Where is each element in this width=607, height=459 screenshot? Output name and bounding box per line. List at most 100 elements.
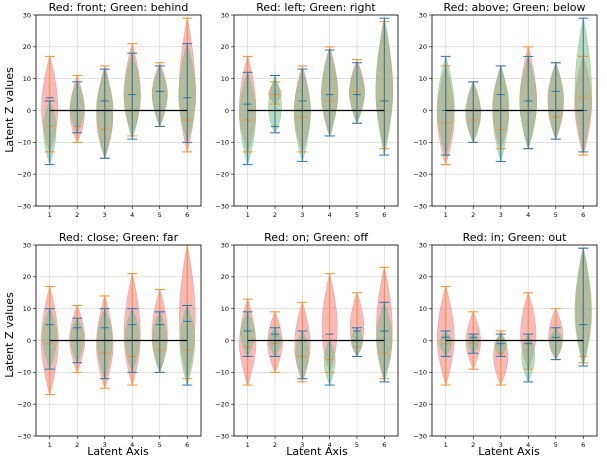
y-tick-label: −10 [215,139,229,147]
y-tick-label: −30 [215,202,229,210]
y-tick-label: 20 [221,43,229,51]
y-tick-label: 0 [423,337,427,345]
x-axis-label-1: Latent Axis [87,445,149,458]
y-tick-label: 30 [23,241,31,249]
y-axis-label-bottom: Latent Z values [3,292,16,378]
x-tick-label: 6 [185,211,189,219]
x-tick-label: 2 [75,211,79,219]
x-tick-label: 1 [444,441,448,449]
y-tick-label: −20 [17,400,31,408]
y-tick-label: 30 [221,11,229,19]
y-tick-label: 30 [221,241,229,249]
y-tick-label: −30 [413,432,427,440]
y-tick-label: −10 [17,139,31,147]
x-tick-label: 1 [48,211,52,219]
y-tick-label: 10 [419,305,427,313]
x-tick-label: 3 [499,441,503,449]
x-tick-label: 5 [554,211,558,219]
y-tick-label: 0 [225,337,229,345]
y-tick-label: 0 [423,107,427,115]
x-tick-label: 5 [554,441,558,449]
x-axis-label-2: Latent Axis [286,445,348,458]
y-tick-label: −10 [17,369,31,377]
y-tick-label: −30 [17,202,31,210]
x-tick-label: 4 [328,441,332,449]
panel-title: Red: front; Green: behind [49,1,189,14]
y-tick-label: 0 [27,107,31,115]
x-tick-label: 3 [103,441,107,449]
x-tick-label: 2 [471,441,475,449]
axes-frame [233,14,399,207]
x-tick-label: 4 [526,441,530,449]
y-tick-label: 0 [225,107,229,115]
x-tick-label: 4 [130,441,134,449]
y-tick-label: 20 [23,43,31,51]
panel-title: Red: above; Green: below [443,1,585,14]
x-tick-label: 5 [158,441,162,449]
y-tick-label: 20 [419,273,427,281]
y-tick-label: −20 [17,170,31,178]
chart-panel-5: −30 −20 −10 0 10 20 30 1 2 3 4 5 6 Red: on; Green: of… [215,231,399,449]
y-tick-label: 10 [221,305,229,313]
x-tick-label: 6 [581,211,585,219]
y-tick-label: 30 [23,11,31,19]
axes-frame [35,244,202,437]
x-tick-label: 2 [273,441,277,449]
y-tick-label: −30 [215,432,229,440]
y-tick-label: 30 [419,241,427,249]
y-tick-label: 20 [221,273,229,281]
x-tick-label: 2 [471,211,475,219]
y-tick-label: −30 [413,202,427,210]
chart-panel-3: −30 −20 −10 0 10 20 30 1 2 3 4 5 6 Red: above; Green:… [413,1,598,219]
x-tick-label: 1 [444,211,448,219]
x-axis-label-3: Latent Axis [478,445,540,458]
y-tick-label: −20 [215,400,229,408]
panel-title: Red: left; Green: right [256,1,376,14]
panel-title: Red: in; Green: out [463,231,568,244]
y-tick-label: −10 [215,369,229,377]
x-tick-label: 2 [273,211,277,219]
chart-panel-4: −30 −20 −10 0 10 20 30 1 2 3 4 5 6 Red: close; Green:… [17,231,202,449]
axes-frame [35,14,202,207]
x-tick-label: 6 [581,441,585,449]
y-tick-label: −30 [17,432,31,440]
y-tick-label: −20 [413,400,427,408]
panel-title: Red: on; Green: off [264,231,368,244]
x-tick-label: 6 [185,441,189,449]
x-tick-label: 5 [158,211,162,219]
y-tick-label: 10 [221,75,229,83]
chart-panel-2: −30 −20 −10 0 10 20 30 1 2 3 4 5 6 Red: left; Green: … [215,1,399,219]
y-tick-label: −10 [413,139,427,147]
y-tick-label: −20 [413,170,427,178]
y-tick-label: 30 [419,11,427,19]
panel-title: Red: close; Green: far [59,231,179,244]
y-tick-label: 10 [419,75,427,83]
x-tick-label: 4 [526,211,530,219]
x-tick-label: 5 [355,441,359,449]
y-tick-label: 0 [27,337,31,345]
x-tick-label: 6 [382,211,386,219]
x-tick-label: 3 [300,441,304,449]
x-tick-label: 3 [103,211,107,219]
x-tick-label: 3 [300,211,304,219]
axes-frame [233,244,399,437]
axes-frame [431,244,598,437]
x-tick-label: 1 [48,441,52,449]
y-tick-label: −20 [215,170,229,178]
x-tick-label: 5 [355,211,359,219]
y-tick-label: −10 [413,369,427,377]
x-tick-label: 3 [499,211,503,219]
chart-panel-1: −30 −20 −10 0 10 20 30 1 2 3 4 5 6 Red: front; Green:… [17,1,202,219]
y-tick-label: 20 [23,273,31,281]
y-tick-label: 10 [23,75,31,83]
x-tick-label: 6 [382,441,386,449]
x-tick-label: 4 [130,211,134,219]
y-axis-label-top: Latent Z values [3,67,16,153]
axes-frame [431,14,598,207]
y-tick-label: 20 [419,43,427,51]
x-tick-label: 4 [328,211,332,219]
x-tick-label: 1 [246,441,250,449]
x-tick-label: 2 [75,441,79,449]
y-tick-label: 10 [23,305,31,313]
